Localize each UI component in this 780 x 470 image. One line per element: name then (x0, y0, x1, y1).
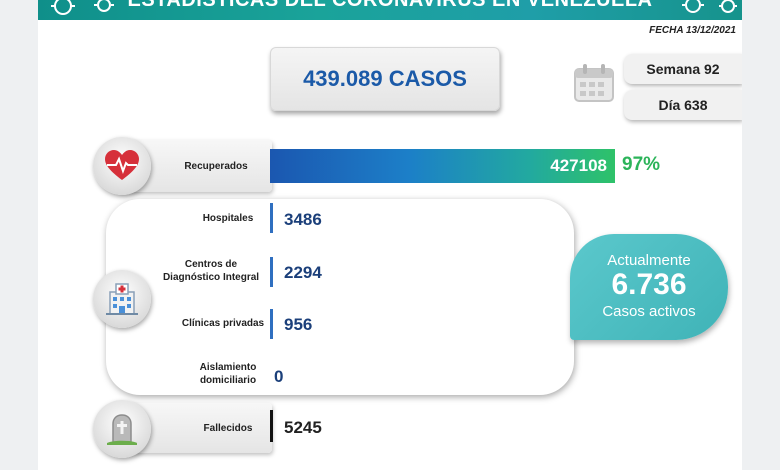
total-cases-box: 439.089 CASOS (270, 47, 500, 111)
virus-icon (719, 0, 737, 13)
deaths-label: Fallecidos (203, 423, 253, 434)
home-isolation-value: 0 (274, 367, 284, 386)
day-badge: Día 638 (624, 90, 742, 120)
label-line: Centros de (184, 259, 238, 270)
active-cases-number: 6.736 (611, 268, 687, 301)
hospital-row-label: Hospitales (188, 212, 268, 225)
recovered-label: Recuperados (184, 161, 248, 172)
label-line: Aislamiento (199, 362, 257, 373)
page-title: ESTADÍSTICAS DEL CORONAVIRUS EN VENEZUEL… (127, 0, 653, 11)
active-cases-callout: Actualmente 6.736 Casos activos (570, 234, 728, 340)
total-cases: 439.089 CASOS (303, 66, 467, 91)
private-clinics-row-label: Clínicas privadas (178, 317, 268, 330)
label-line: Hospitales (202, 213, 254, 224)
row-marker (270, 257, 273, 287)
row-marker (270, 203, 273, 233)
week-badge: Semana 92 (624, 54, 742, 84)
recovered-percent: 97% (622, 154, 661, 175)
cdi-row-label: Centros de Diagnóstico Integral (156, 258, 266, 284)
day-text: Día 638 (658, 97, 708, 113)
cdi-value: 2294 (284, 263, 322, 282)
title-banner: ESTADÍSTICAS DEL CORONAVIRUS EN VENEZUEL… (38, 0, 742, 20)
infographic: ESTADÍSTICAS DEL CORONAVIRUS EN VENEZUEL… (38, 0, 742, 470)
home-isolation-row-label: Aislamiento domiciliario (188, 361, 268, 387)
virus-icon (51, 0, 75, 15)
label-line: domiciliario (199, 375, 257, 386)
private-clinics-value: 956 (284, 315, 313, 334)
calendar-icon (574, 64, 614, 102)
deaths-value: 5245 (284, 418, 322, 437)
active-cases-top-text: Actualmente (607, 252, 691, 269)
recovered-bar: 427108 (270, 149, 615, 183)
heart-pulse-icon (93, 137, 151, 195)
active-cases-bottom-text: Casos activos (602, 303, 696, 320)
hospital-value: 3486 (284, 210, 322, 229)
label-line: Clínicas privadas (181, 318, 265, 329)
hospitalization-panel (106, 199, 574, 395)
week-text: Semana 92 (646, 61, 720, 77)
hospital-icon (93, 270, 151, 328)
virus-icon (682, 0, 704, 13)
virus-icon (94, 0, 114, 12)
tombstone-icon (93, 400, 151, 458)
recovered-value: 427108 (550, 156, 607, 175)
row-marker (270, 309, 273, 339)
report-date: FECHA 13/12/2021 (649, 25, 736, 36)
row-marker (270, 410, 273, 442)
label-line: Diagnóstico Integral (162, 272, 260, 283)
